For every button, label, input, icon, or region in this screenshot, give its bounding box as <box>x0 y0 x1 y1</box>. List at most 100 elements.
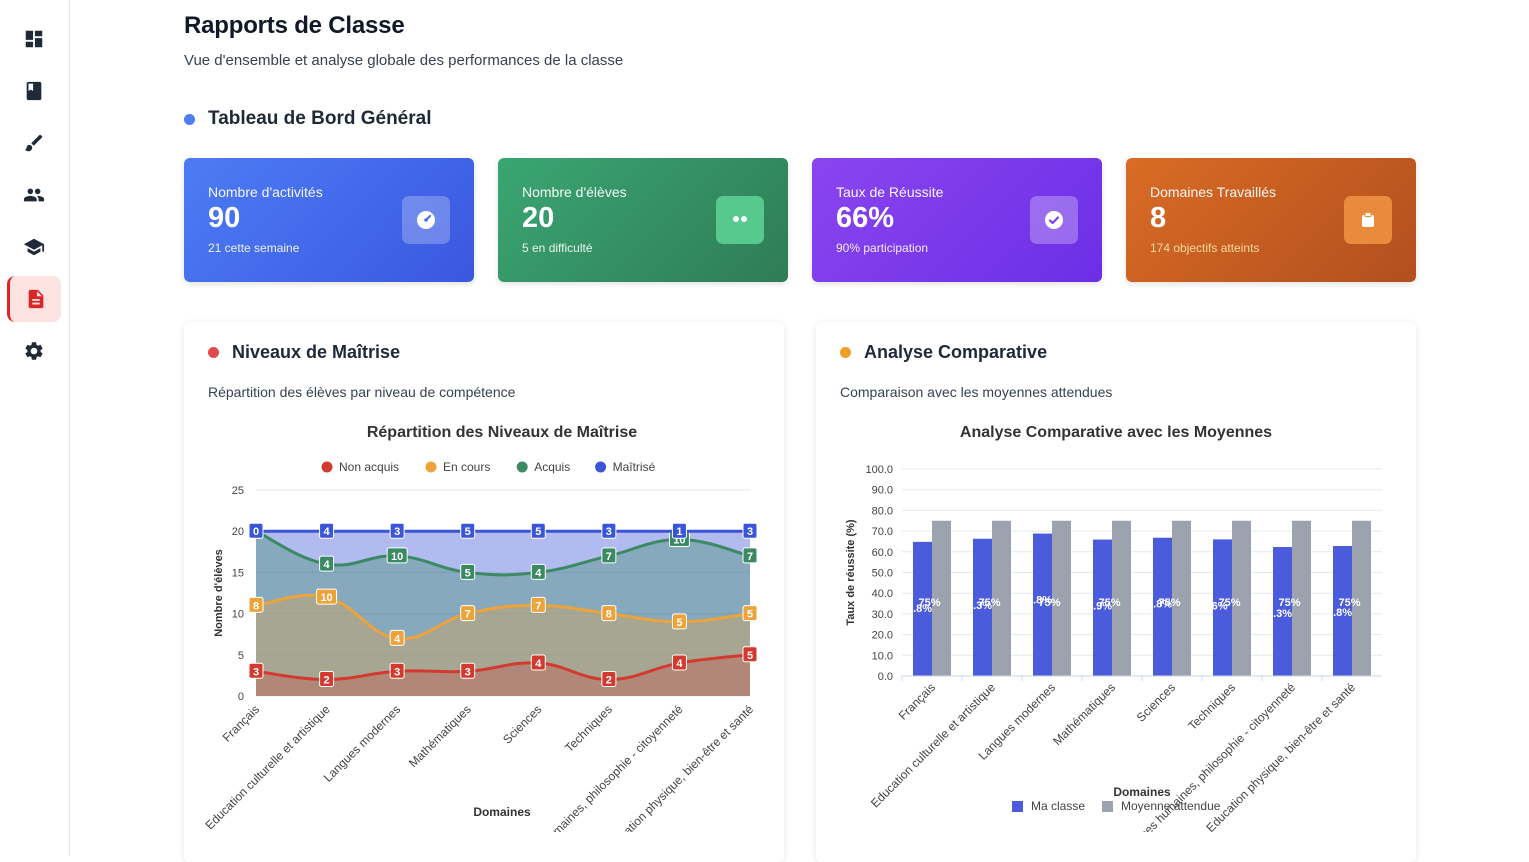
eyes-icon <box>716 196 764 244</box>
mastery-panel-description: Répartition des élèves par niveau de com… <box>208 384 516 400</box>
data-label: 4 <box>394 633 401 645</box>
y-tick-label: 80.0 <box>872 505 893 517</box>
comparative-panel: Analyse Comparative Comparaison avec les… <box>816 322 1416 862</box>
bar-value-label: 75% <box>1218 597 1240 609</box>
gear-icon <box>25 342 43 360</box>
data-label: 3 <box>394 526 400 538</box>
bar-value-label: 75% <box>1098 597 1120 609</box>
bar-value-label: 66.8% <box>1141 599 1172 611</box>
data-label-box <box>319 555 335 572</box>
bar <box>1112 520 1131 676</box>
comparative-panel-title: Analyse Comparative <box>864 342 1048 362</box>
data-label-box <box>460 522 476 539</box>
data-label-box <box>530 596 546 613</box>
y-tick-label: 15 <box>232 567 244 579</box>
sidebar-item-activities[interactable] <box>7 68 61 114</box>
mastery-panel-title: Niveaux de Maîtrise <box>232 342 401 362</box>
card-value: 90 <box>208 202 241 234</box>
bar <box>973 538 992 676</box>
bar-value-label: 75% <box>1158 597 1180 609</box>
data-label-box <box>601 522 617 539</box>
clipboard-icon <box>1344 196 1392 244</box>
stat-card-success-rate[interactable]: Taux de Réussite 66% 90% participation <box>812 158 1102 282</box>
x-tick-label: Sciences <box>500 702 544 746</box>
area-fill <box>256 531 750 696</box>
data-label-box <box>742 522 758 539</box>
data-label-box <box>530 654 546 671</box>
card-label: Taux de Réussite <box>836 184 944 200</box>
data-label-box <box>316 588 338 605</box>
legend-label: Ma classe <box>1031 799 1085 813</box>
card-subtext: 21 cette semaine <box>208 241 300 255</box>
graduation-cap-icon <box>23 238 45 256</box>
y-tick-label: 10 <box>232 609 244 621</box>
bar <box>1033 533 1052 676</box>
sidebar-item-settings[interactable] <box>7 328 61 374</box>
data-label: 3 <box>465 666 471 678</box>
data-label-box <box>671 613 687 630</box>
bar-value-label: 66% <box>1205 600 1227 612</box>
y-tick-label: 30.0 <box>872 609 893 621</box>
legend-marker <box>425 461 437 473</box>
bar-value-label: 75% <box>918 597 940 609</box>
y-tick-label: 10.0 <box>872 650 893 662</box>
card-label: Nombre d'élèves <box>522 184 627 200</box>
card-label: Nombre d'activités <box>208 184 323 200</box>
data-label-box <box>601 671 617 688</box>
data-label: 5 <box>747 609 753 621</box>
legend-label: Non acquis <box>339 460 399 474</box>
legend-label: Maîtrisé <box>613 460 656 474</box>
legend-marker <box>1012 801 1023 812</box>
y-tick-label: 0.0 <box>878 671 893 683</box>
bar <box>992 520 1011 676</box>
stat-card-activities[interactable]: Nombre d'activités 90 21 cette semaine <box>184 158 474 282</box>
data-label: 3 <box>747 526 753 538</box>
stat-card-domains[interactable]: Domaines Travaillés 8 174 objectifs atte… <box>1126 158 1416 282</box>
data-label-box <box>248 596 264 613</box>
sidebar-item-dashboard[interactable] <box>7 16 61 62</box>
sidebar-item-edit[interactable] <box>7 120 61 166</box>
data-label-box <box>460 563 476 580</box>
bar <box>913 541 932 676</box>
data-label: 4 <box>324 559 331 571</box>
y-axis-label: Taux de réussite (%) <box>845 519 857 625</box>
bar-value-label: 66.3% <box>961 600 992 612</box>
stat-card-students[interactable]: Nombre d'élèves 20 5 en difficulté <box>498 158 788 282</box>
dashboard-icon <box>25 30 43 48</box>
data-label: 2 <box>324 675 330 687</box>
brush-icon <box>24 134 43 152</box>
y-tick-label: 90.0 <box>872 485 893 497</box>
card-subtext: 174 objectifs atteints <box>1150 241 1260 255</box>
sidebar-item-students[interactable] <box>7 172 61 218</box>
area-fill <box>256 654 750 696</box>
area-fill <box>256 595 750 696</box>
data-label: 10 <box>320 592 332 604</box>
y-tick-label: 100.0 <box>865 464 893 476</box>
x-tick-label: Education culturelle et artistique <box>203 702 333 832</box>
comparative-panel-header: Analyse Comparative <box>840 342 1047 363</box>
bar-value-label: 75% <box>1338 597 1360 609</box>
y-tick-label: 5 <box>238 650 244 662</box>
mastery-area-chart: Répartition des Niveaux de Maîtrise Non a… <box>203 424 758 832</box>
check-circle-icon <box>1030 196 1078 244</box>
bar-value-label: 75% <box>1038 597 1060 609</box>
x-tick-label: Langues modernes <box>321 702 404 785</box>
bar <box>1172 520 1191 676</box>
sidebar-item-reports[interactable] <box>7 276 61 322</box>
x-tick-label: Education culturelle et artistique <box>868 680 998 810</box>
section-dot <box>840 347 851 358</box>
book-icon <box>26 81 42 101</box>
data-label: 3 <box>606 526 612 538</box>
bar <box>1093 539 1112 676</box>
data-label-box <box>389 662 405 679</box>
area-fill <box>256 531 750 696</box>
legend-marker <box>1102 801 1113 812</box>
sidebar-item-classes[interactable] <box>7 224 61 270</box>
data-label-box <box>248 522 264 539</box>
data-label-box <box>530 522 546 539</box>
data-label: 7 <box>747 551 753 563</box>
bar <box>1153 537 1172 676</box>
x-axis-label: Domaines <box>473 805 531 819</box>
x-tick-label: Techniques <box>562 702 615 755</box>
data-label: 4 <box>324 526 331 538</box>
